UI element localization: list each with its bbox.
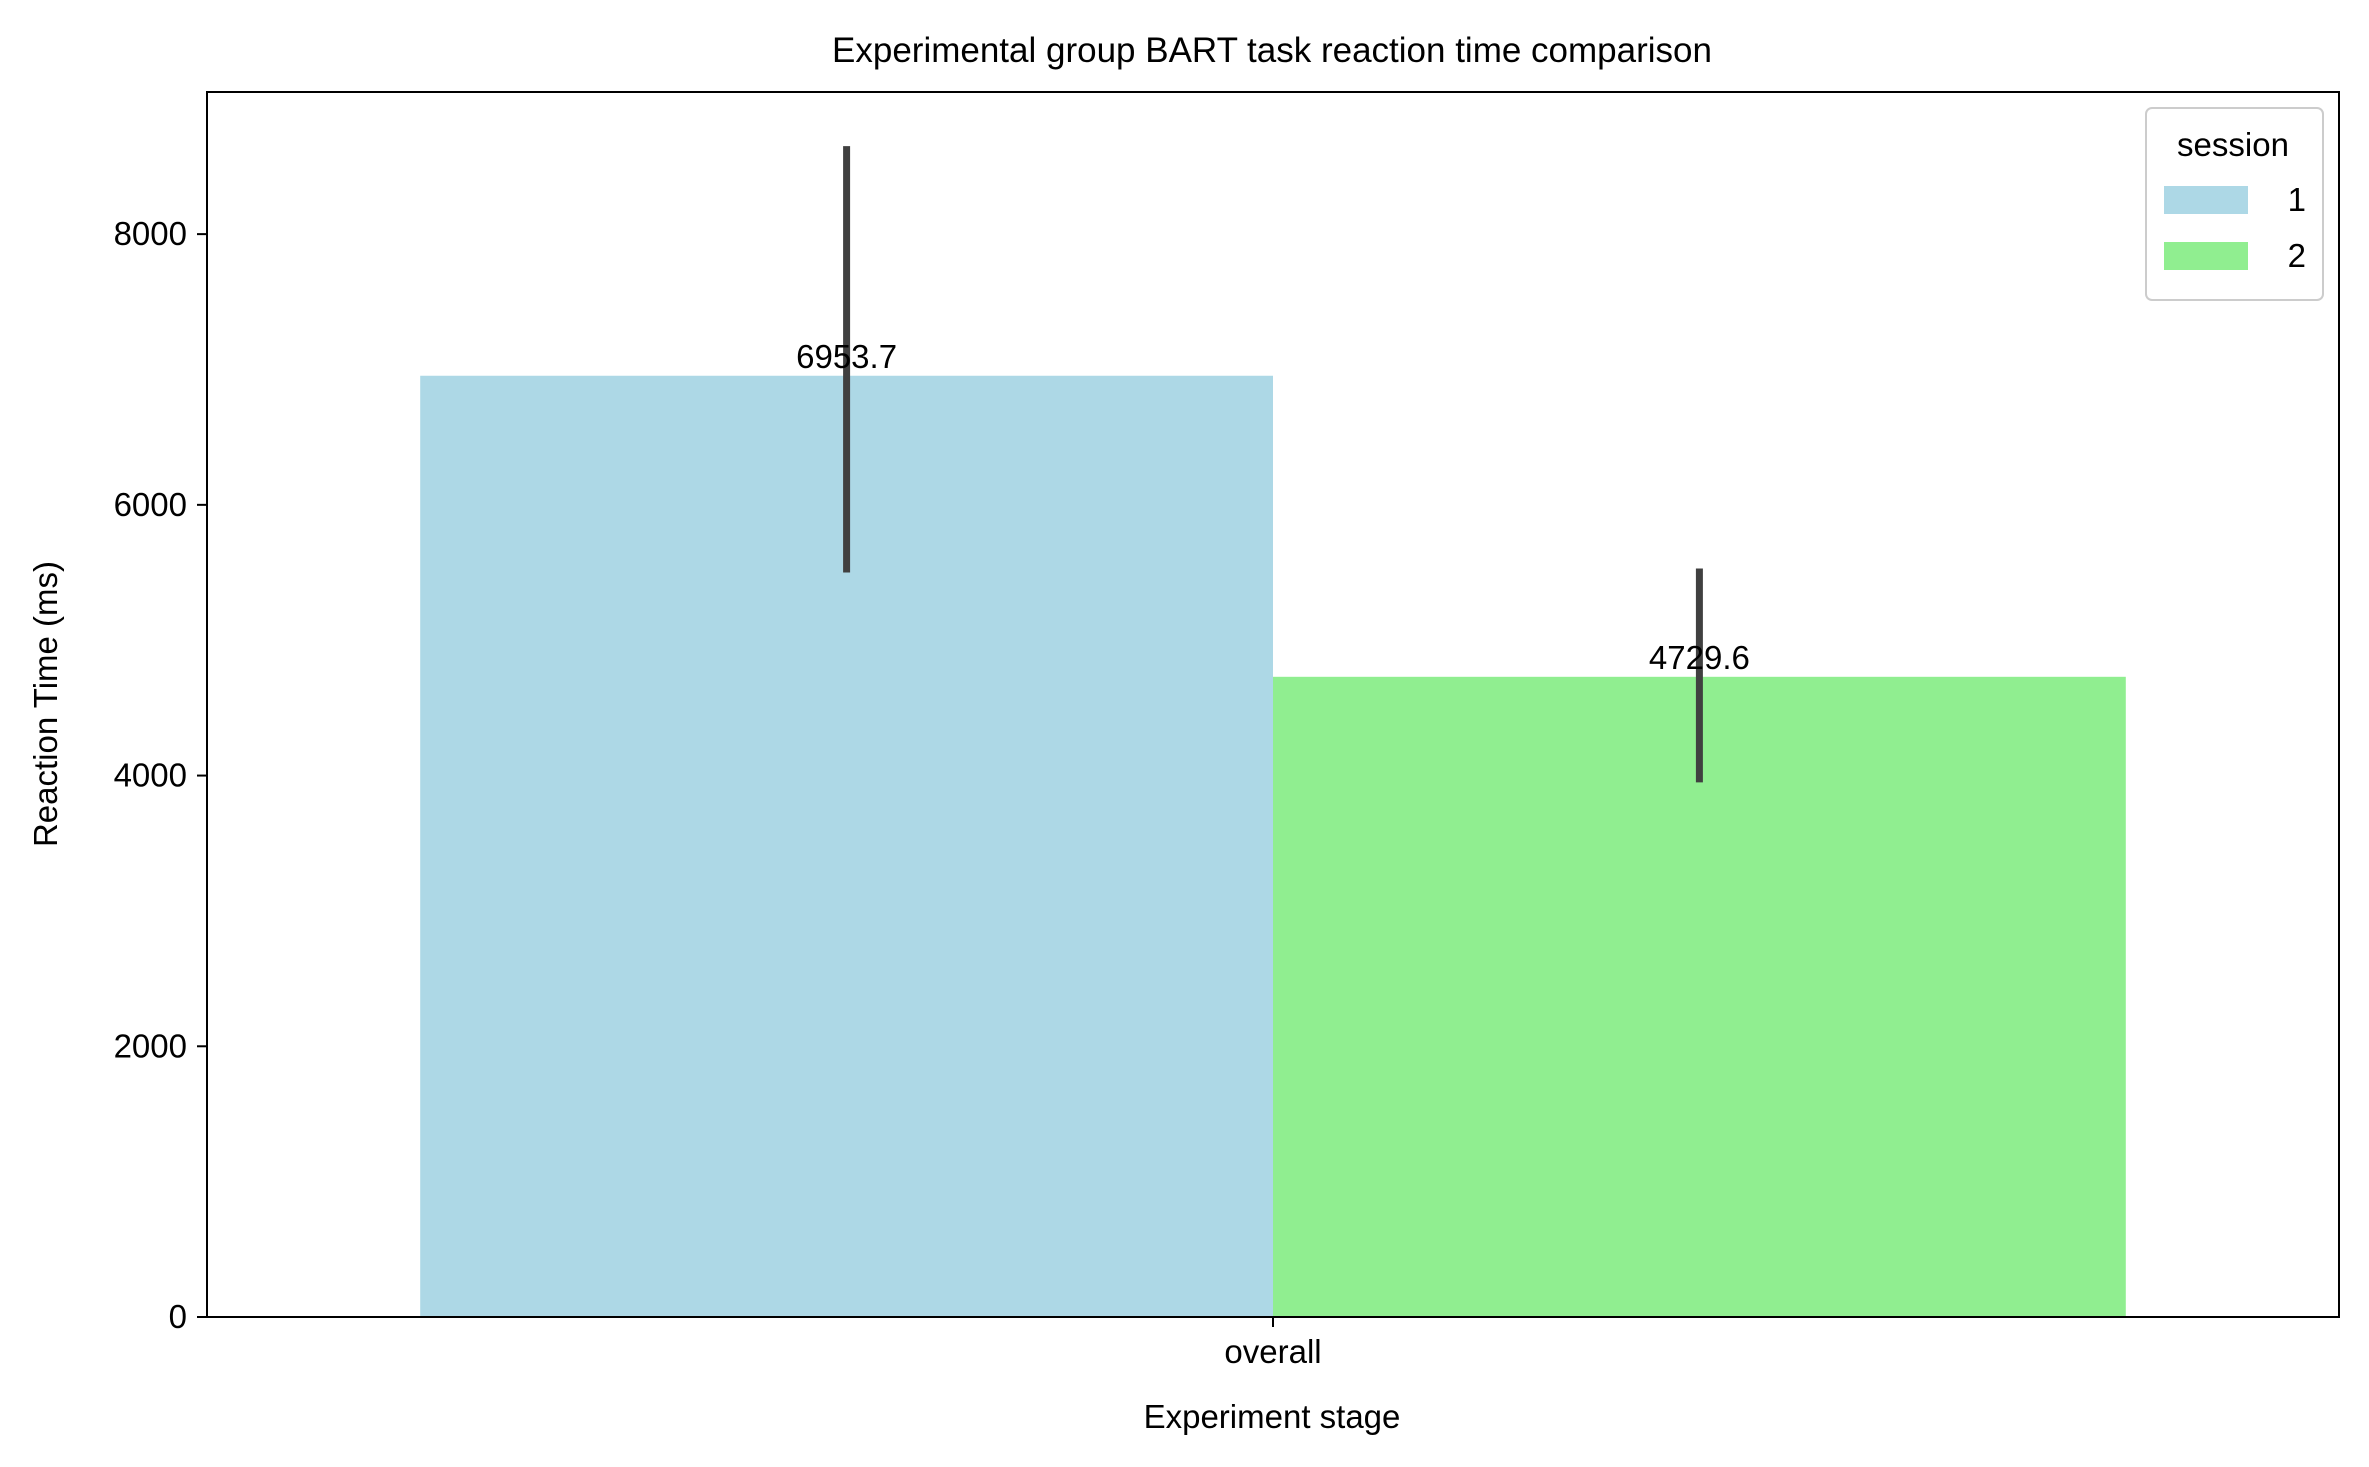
y-axis-label: Reaction Time (ms) [27,561,64,847]
legend-swatch-session-2 [2164,242,2248,270]
y-tick-label: 8000 [114,215,187,252]
value-labels-layer: 6953.7 4729.6 [796,338,1750,676]
x-axis-label: Experiment stage [1144,1398,1401,1435]
x-tick-label: overall [1224,1333,1321,1370]
chart-title: Experimental group BART task reaction ti… [832,31,1712,70]
bar-session-2 [1273,676,2126,1317]
bars-layer [420,375,2126,1318]
error-bars-layer [843,146,1703,783]
y-tick-label: 2000 [114,1027,187,1064]
legend-label-session-2: 2 [2288,237,2306,274]
y-tick-label: 6000 [114,486,187,523]
legend: session 12 [2145,107,2324,301]
y-tick-label: 0 [169,1298,187,1335]
legend-items: 12 [2164,181,2306,274]
value-label-session-2: 4729.6 [1649,639,1750,676]
y-axis-ticks: 0 2000 4000 6000 8000 [114,215,207,1335]
legend-title: session [2177,126,2289,163]
legend-label-session-1: 1 [2288,181,2306,218]
legend-swatch-session-1 [2164,186,2248,214]
x-axis-ticks: overall [1224,1317,1322,1370]
value-label-session-1: 6953.7 [796,338,897,375]
y-tick-label: 4000 [114,757,187,794]
